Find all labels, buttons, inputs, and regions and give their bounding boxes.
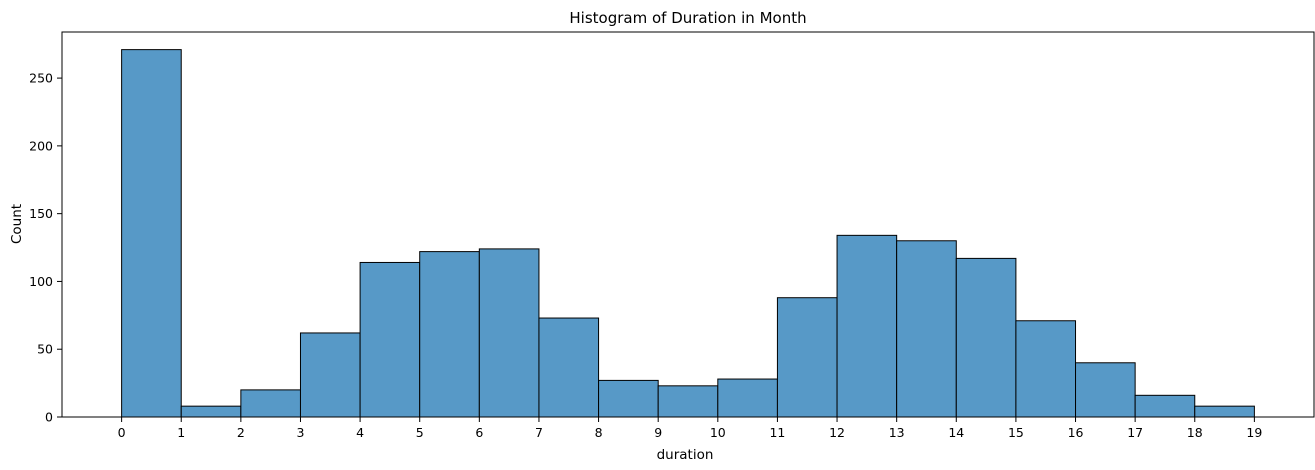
chart-title: Histogram of Duration in Month [569,9,806,27]
x-tick-label: 10 [710,425,726,440]
x-tick-label: 7 [535,425,543,440]
y-tick-label: 200 [29,138,53,153]
y-tick-label: 50 [37,342,53,357]
histogram-bar [478,248,540,418]
plot-frame [61,31,1315,418]
x-tick-label: 12 [829,425,845,440]
histogram-bar [776,297,838,418]
x-tick-label: 3 [296,425,304,440]
y-axis-label: Count [9,204,25,244]
x-tick-label: 0 [118,425,126,440]
histogram-bar [598,379,659,418]
x-tick-label: 11 [769,425,785,440]
histogram-bar [955,257,1017,418]
histogram-bar [121,49,182,418]
histogram-bar [240,389,301,418]
x-tick-label: 5 [416,425,424,440]
histogram-bar [717,378,778,418]
x-tick-label: 4 [356,425,364,440]
bars-group [121,49,1255,418]
x-tick-label: 2 [237,425,245,440]
x-tick-label: 16 [1068,425,1084,440]
histogram-bar [1015,320,1077,418]
histogram-bar [1194,405,1255,418]
x-tick-label: 18 [1187,425,1203,440]
x-axis-label: duration [657,447,714,463]
x-tick-label: 15 [1008,425,1024,440]
histogram-bar [896,240,957,418]
histogram-bar [836,234,898,418]
histogram-bar [657,385,719,418]
histogram-bar [180,405,242,418]
histogram-bar [538,317,600,418]
histogram-bar [1134,394,1196,418]
x-tick-label: 9 [654,425,662,440]
y-tick-label: 150 [29,206,53,221]
x-tick-label: 1 [177,425,185,440]
y-tick-label: 0 [45,410,53,425]
x-tick-label: 13 [889,425,905,440]
y-tick-label: 250 [29,71,53,86]
histogram-bar [419,251,480,418]
histogram-bar [359,261,421,418]
x-tick-label: 19 [1246,425,1262,440]
y-axis: 0 50 100 150 200 250 [29,71,62,425]
histogram-bar [1075,362,1136,418]
x-axis: 0 1 2 3 4 5 6 7 8 9 10 11 12 13 14 15 16 17 18 19 [118,417,1262,440]
x-tick-label: 14 [948,425,964,440]
histogram-bar [299,332,361,418]
x-tick-label: 8 [595,425,603,440]
x-tick-label: 6 [475,425,483,440]
x-tick-label: 17 [1127,425,1143,440]
y-tick-label: 100 [29,274,53,289]
